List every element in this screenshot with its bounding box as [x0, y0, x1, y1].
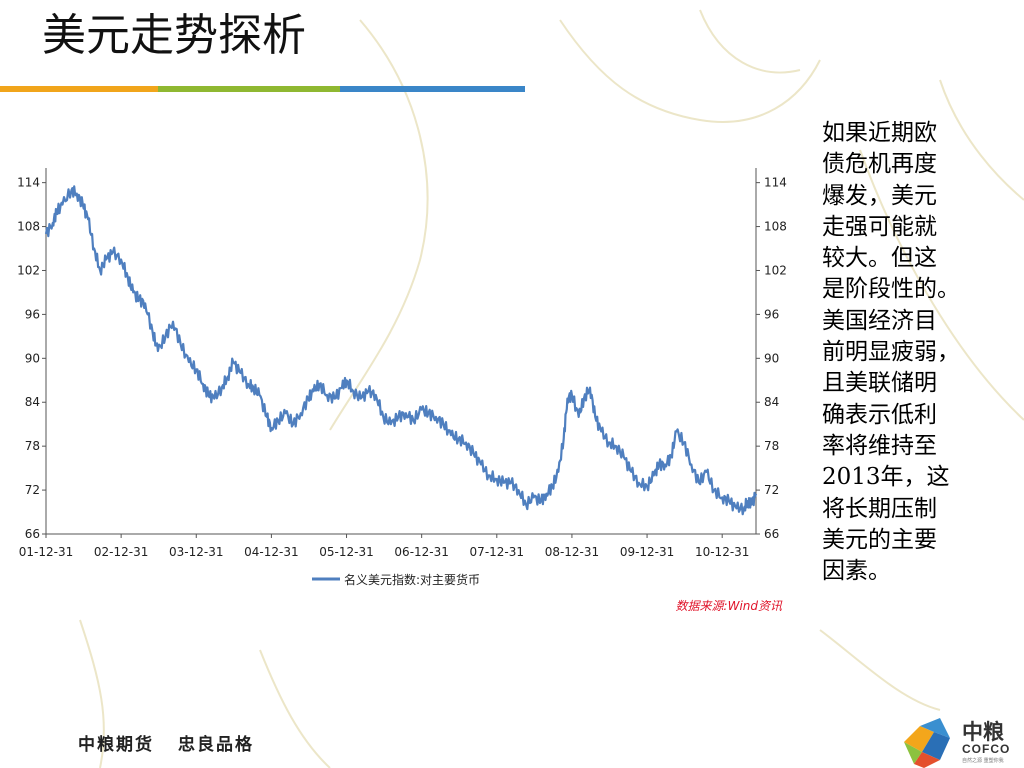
y-tick-label-right: 96 [764, 307, 779, 321]
series-line-0 [44, 185, 758, 516]
x-tick-label: 03-12-31 [169, 545, 223, 559]
y-tick-label-right: 78 [764, 439, 779, 453]
x-tick-label: 08-12-31 [545, 545, 599, 559]
y-tick-label-left: 90 [25, 351, 40, 365]
y-tick-label-left: 66 [25, 527, 40, 541]
commentary-line: 2013年，这 [822, 464, 950, 491]
y-tick-label-right: 84 [764, 395, 779, 409]
logo-name-cn: 中粮 [962, 720, 1004, 744]
commentary-line: 是阶段性的。 [822, 276, 960, 303]
y-tick-label-left: 96 [25, 307, 40, 321]
chart-legend: 名义美元指数:对主要货币 [312, 572, 480, 587]
y-tick-label-right: 108 [764, 220, 787, 234]
y-tick-label-right: 66 [764, 527, 779, 541]
x-tick-label: 06-12-31 [394, 545, 448, 559]
x-tick-labels: 01-12-31 02-12-31 03-12-31 04-12-31 05-12-31… [19, 534, 749, 559]
commentary-line: 债危机再度 [822, 151, 937, 178]
legend-label: 名义美元指数:对主要货币 [344, 572, 480, 587]
y-tick-label-left: 78 [25, 439, 40, 453]
x-tick-label: 10-12-31 [695, 545, 749, 559]
commentary-text: 如果近期欧债危机再度爆发，美元走强可能就较大。但这是阶段性的。 美国经济目前明显疲… [822, 118, 992, 587]
y-tick-labels: 66 66 72 72 78 78 84 84 90 90 96 96 102 102 108 108 114 1… [17, 176, 787, 541]
y-tick-label-left: 72 [25, 483, 40, 497]
x-tick-label: 01-12-31 [19, 545, 73, 559]
title-underline-orange [0, 86, 158, 92]
commentary-line: 确表示低利 [822, 401, 937, 428]
y-tick-label-left: 84 [25, 395, 40, 409]
source-note: 数据来源:Wind资讯 [676, 599, 783, 613]
y-tick-label-right: 72 [764, 483, 779, 497]
commentary-line: 美元的主要 [822, 526, 937, 553]
footer-company: 中粮期货 [78, 735, 154, 755]
series-group [44, 185, 758, 516]
commentary-line: 且美联储明 [822, 370, 937, 397]
commentary-line: 如果近期欧 [822, 120, 937, 146]
title-underline-green [158, 86, 340, 92]
x-tick-label: 02-12-31 [94, 545, 148, 559]
commentary-line: 将长期压制 [822, 495, 937, 522]
slide-title: 美元走势探析 [42, 10, 306, 61]
logo-name-en: COFCO [962, 742, 1011, 756]
commentary-line: 走强可能就 [822, 213, 937, 240]
commentary-line: 因素。 [822, 558, 891, 585]
x-tick-label: 05-12-31 [319, 545, 373, 559]
logo-tagline: 自然之源 重塑你我 [962, 758, 1004, 764]
footer-slogan: 中粮期货 忠良品格 [78, 730, 278, 755]
y-tick-label-right: 102 [764, 263, 787, 277]
x-tick-label: 07-12-31 [470, 545, 524, 559]
commentary-line: 率将维持至 [822, 432, 937, 459]
commentary-line: 前明显疲弱， [822, 339, 960, 366]
x-tick-label: 09-12-31 [620, 545, 674, 559]
y-tick-label-left: 114 [17, 176, 40, 190]
x-tick-label: 04-12-31 [244, 545, 298, 559]
cofco-logo-icon [904, 718, 950, 768]
dollar-index-chart: 66 66 72 72 78 78 84 84 90 90 96 96 102 102 108 108 114 1… [17, 168, 787, 613]
commentary-line: 美国经济目 [822, 307, 937, 334]
title-underline-blue [340, 86, 525, 92]
y-tick-label-left: 102 [17, 263, 40, 277]
y-tick-label-right: 114 [764, 176, 787, 190]
commentary-line: 爆发，美元 [822, 182, 937, 209]
footer-motto: 忠良品格 [178, 735, 254, 755]
y-tick-label-right: 90 [764, 351, 779, 365]
commentary-line: 较大。但这 [822, 245, 937, 272]
y-tick-label-left: 108 [17, 220, 40, 234]
